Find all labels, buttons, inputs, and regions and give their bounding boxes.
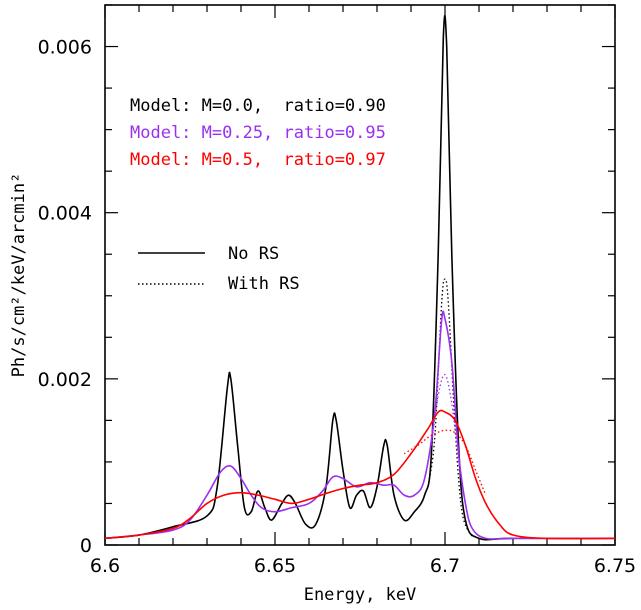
series-line-m-0-5-with-rs bbox=[403, 429, 487, 496]
x-tick-label: 6.65 bbox=[254, 555, 296, 577]
series-line-m-0-25-no-rs bbox=[104, 310, 615, 540]
x-tick-label: 6.6 bbox=[90, 555, 120, 577]
series-line-m-0-5-no-rs bbox=[104, 409, 616, 540]
series-group bbox=[104, 14, 616, 541]
y-tick-label: 0.002 bbox=[38, 369, 92, 391]
series-line-m-0-0-no-rs bbox=[104, 14, 615, 541]
annotation-model-1: Model: M=0.25, ratio=0.95 bbox=[130, 123, 386, 143]
legend-label-with-rs: With RS bbox=[228, 274, 300, 294]
annotation-model-0: Model: M=0.0, ratio=0.90 bbox=[130, 96, 386, 116]
tick-labels: 6.6 6.65 6.7 6.75 0 0.002 0.004 0.006 bbox=[38, 37, 637, 577]
x-tick-label: 6.75 bbox=[594, 555, 636, 577]
y-axis-title: Ph/s/cm²/keV/arcmin² bbox=[9, 173, 29, 378]
x-axis-title: Energy, keV bbox=[304, 585, 417, 605]
legend: No RS With RS bbox=[138, 244, 300, 294]
x-tick-label: 6.7 bbox=[430, 555, 460, 577]
y-tick-label: 0 bbox=[80, 535, 92, 557]
plot-frame bbox=[104, 4, 616, 546]
y-tick-label: 0.004 bbox=[38, 203, 92, 225]
y-tick-label: 0.006 bbox=[38, 37, 92, 59]
axis-ticks bbox=[104, 4, 616, 546]
legend-label-no-rs: No RS bbox=[228, 244, 279, 264]
annotation-model-2: Model: M=0.5, ratio=0.97 bbox=[130, 150, 386, 170]
